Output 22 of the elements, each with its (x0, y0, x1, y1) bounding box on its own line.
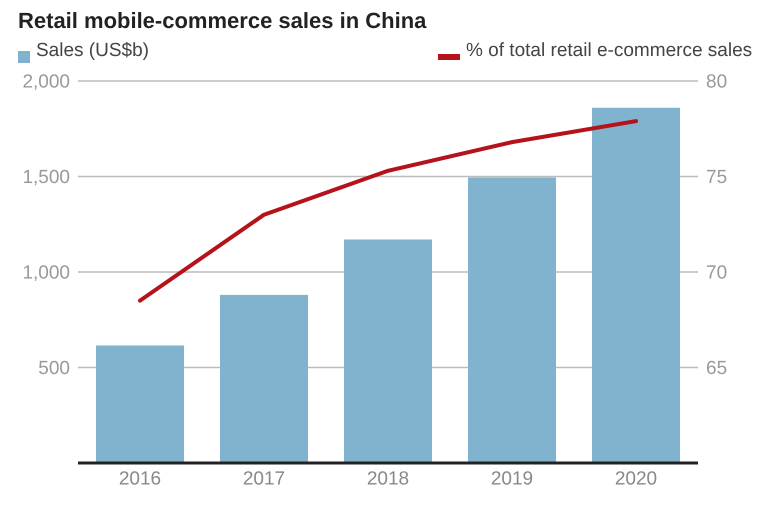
bar (344, 240, 432, 463)
x-tick-label: 2016 (118, 468, 162, 490)
y2-tick-label: 75 (706, 167, 728, 188)
legend-label: Sales (US$b) (36, 40, 149, 62)
bar (220, 294, 308, 463)
y-tick-label: 500 (38, 358, 70, 380)
x-tick-label: 2018 (366, 468, 410, 490)
y2-tick-label: 80 (706, 72, 728, 93)
bar (592, 108, 680, 463)
x-tick-label: 2017 (242, 468, 286, 490)
x-tick-label: 2020 (614, 468, 658, 490)
y2-tick-label: 65 (706, 358, 728, 380)
y-tick-label: 2,000 (22, 72, 70, 93)
legend-label: % of total retail e-commerce sales (466, 40, 752, 62)
y-tick-label: 1,500 (22, 167, 70, 188)
x-tick-label: 2019 (490, 468, 534, 490)
bar (96, 346, 184, 463)
y-tick-label: 1,000 (22, 262, 70, 284)
y2-tick-label: 70 (706, 262, 728, 284)
chart-title: Retail mobile-commerce sales in China (18, 8, 428, 34)
line-series (138, 119, 638, 303)
bar (468, 177, 556, 463)
